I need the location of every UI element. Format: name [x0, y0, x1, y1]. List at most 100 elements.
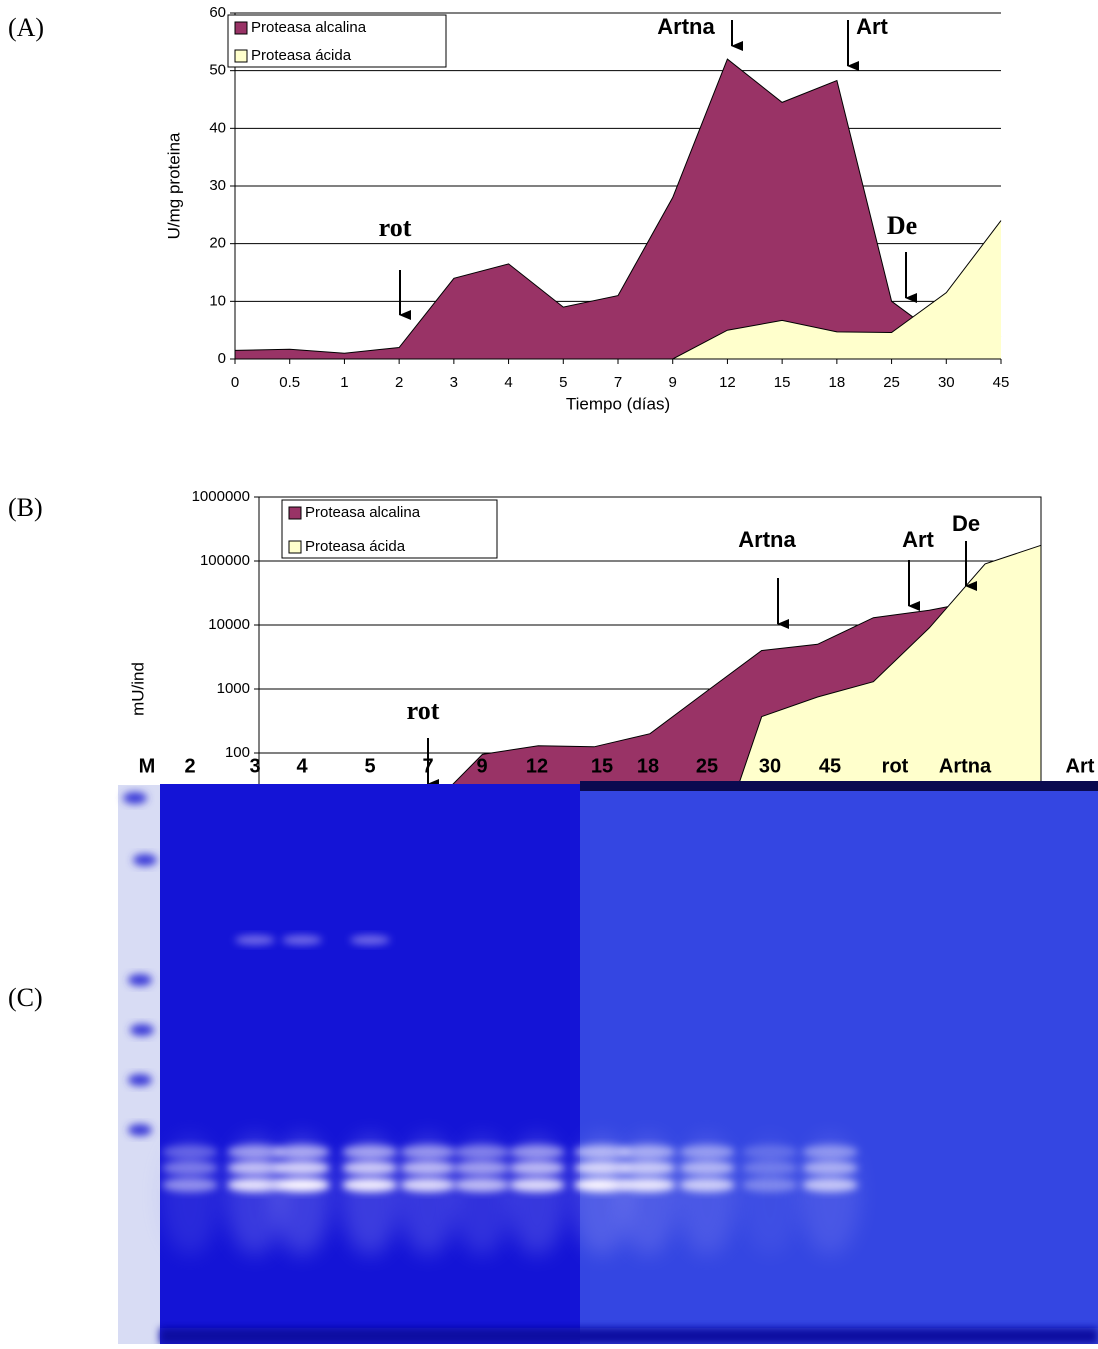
annotation: rot	[407, 696, 440, 725]
gel-band	[454, 1178, 510, 1192]
y-tick-label: 20	[209, 235, 226, 252]
annotation: Art	[902, 527, 934, 552]
y-axis-title: U/mg proteina	[164, 132, 183, 239]
gel-lane-label: 4	[296, 755, 308, 777]
gel-band	[162, 1145, 218, 1159]
x-tick-label: 2	[395, 374, 403, 391]
annotation: Artna	[657, 14, 715, 39]
y-tick-label: 50	[209, 62, 226, 79]
gel-band	[342, 1178, 398, 1192]
marker-band	[130, 1024, 154, 1036]
gel-lane-label: 12	[526, 755, 548, 777]
gel	[118, 781, 1098, 1344]
x-tick-label: 25	[883, 374, 900, 391]
annotation: rot	[379, 213, 412, 242]
gel-lane-label: 9	[476, 755, 487, 777]
legend-swatch	[235, 22, 247, 34]
y-tick-label: 30	[209, 177, 226, 194]
gel-lane-label: Artna	[939, 755, 992, 777]
gel-band	[742, 1161, 798, 1175]
gel-lane-label: M	[139, 755, 156, 777]
x-tick-label: 30	[938, 374, 955, 391]
gel-right-top	[580, 781, 1098, 791]
gel-band	[342, 1145, 398, 1159]
x-tick-label: 12	[719, 374, 736, 391]
annotation: De	[952, 511, 980, 536]
x-axis-title: Tiempo (días)	[566, 394, 670, 413]
annotation: De	[887, 211, 917, 240]
x-tick-label: 15	[774, 374, 791, 391]
gel-band	[274, 1161, 330, 1175]
gel-band	[454, 1145, 510, 1159]
legend-label: Proteasa alcalina	[305, 504, 421, 521]
gel-band	[742, 1145, 798, 1159]
y-tick-label: 1000000	[192, 488, 250, 505]
gel-band	[274, 1178, 330, 1192]
x-tick-label: 45	[993, 374, 1010, 391]
gel-band	[400, 1178, 456, 1192]
panel-label: (C)	[8, 983, 43, 1012]
gel-lane-label: 30	[759, 755, 781, 777]
x-tick-label: 5	[559, 374, 567, 391]
y-axis-title: mU/ind	[128, 662, 147, 716]
area	[235, 59, 1001, 359]
y-tick-label: 40	[209, 119, 226, 136]
x-tick-label: 3	[450, 374, 458, 391]
y-tick-label: 100	[225, 744, 250, 761]
gel-left	[160, 784, 580, 1344]
gel-band	[342, 1161, 398, 1175]
legend-swatch	[289, 541, 301, 553]
y-tick-label: 1000	[217, 680, 250, 697]
gel-faint-band	[350, 935, 390, 945]
gel-band	[400, 1145, 456, 1159]
gel-lane-label: 7	[422, 755, 433, 777]
gel-band	[509, 1161, 565, 1175]
gel-lane-label: 45	[819, 755, 841, 777]
legend-label: Proteasa ácida	[251, 47, 352, 64]
gel-lane-label: 18	[637, 755, 659, 777]
gel-band	[162, 1178, 218, 1192]
gel-lane-label: 25	[696, 755, 718, 777]
gel-right	[580, 786, 1098, 1344]
gel-band	[802, 1178, 858, 1192]
marker-band	[133, 854, 157, 866]
gel-band	[620, 1178, 676, 1192]
x-tick-label: 9	[669, 374, 677, 391]
marker-band	[128, 1124, 152, 1136]
y-tick-label: 10000	[208, 616, 250, 633]
gel-band	[454, 1161, 510, 1175]
x-tick-label: 7	[614, 374, 622, 391]
x-tick-label: 1	[340, 374, 348, 391]
gel-lane-label: 5	[364, 755, 375, 777]
gel-lane-label: rot	[882, 755, 909, 777]
gel-marker-lane	[118, 785, 163, 1344]
legend-label: Proteasa alcalina	[251, 19, 367, 36]
panel-label: (B)	[8, 493, 43, 522]
y-tick-label: 0	[218, 350, 226, 367]
gel-faint-band	[282, 935, 322, 945]
gel-band	[679, 1161, 735, 1175]
gel-band	[620, 1145, 676, 1159]
marker-band	[128, 974, 152, 986]
gel-lane-label: 2	[184, 755, 195, 777]
annotation: Art	[856, 14, 888, 39]
x-tick-label: 0	[231, 374, 239, 391]
gel-band	[509, 1145, 565, 1159]
gel-faint-band	[235, 935, 275, 945]
marker-band	[128, 1074, 152, 1086]
gel-band	[742, 1178, 798, 1192]
gel-band	[679, 1178, 735, 1192]
gel-lane-label: 15	[591, 755, 613, 777]
legend-swatch	[235, 50, 247, 62]
gel-lane-label: 3	[249, 755, 260, 777]
gel-band	[162, 1161, 218, 1175]
y-tick-label: 60	[209, 4, 226, 21]
y-tick-label: 100000	[200, 552, 250, 569]
page: {"panel_labels": ["(A)", "(B)", "(C)"], …	[0, 0, 1098, 1349]
figure: (A) (B) (C) 010203040506000.512345791215…	[0, 0, 1098, 1344]
gel-band	[274, 1145, 330, 1159]
gel-band	[509, 1178, 565, 1192]
x-tick-label: 0.5	[279, 374, 300, 391]
gel-band	[802, 1145, 858, 1159]
gel-lane-label: Art	[1066, 755, 1095, 777]
